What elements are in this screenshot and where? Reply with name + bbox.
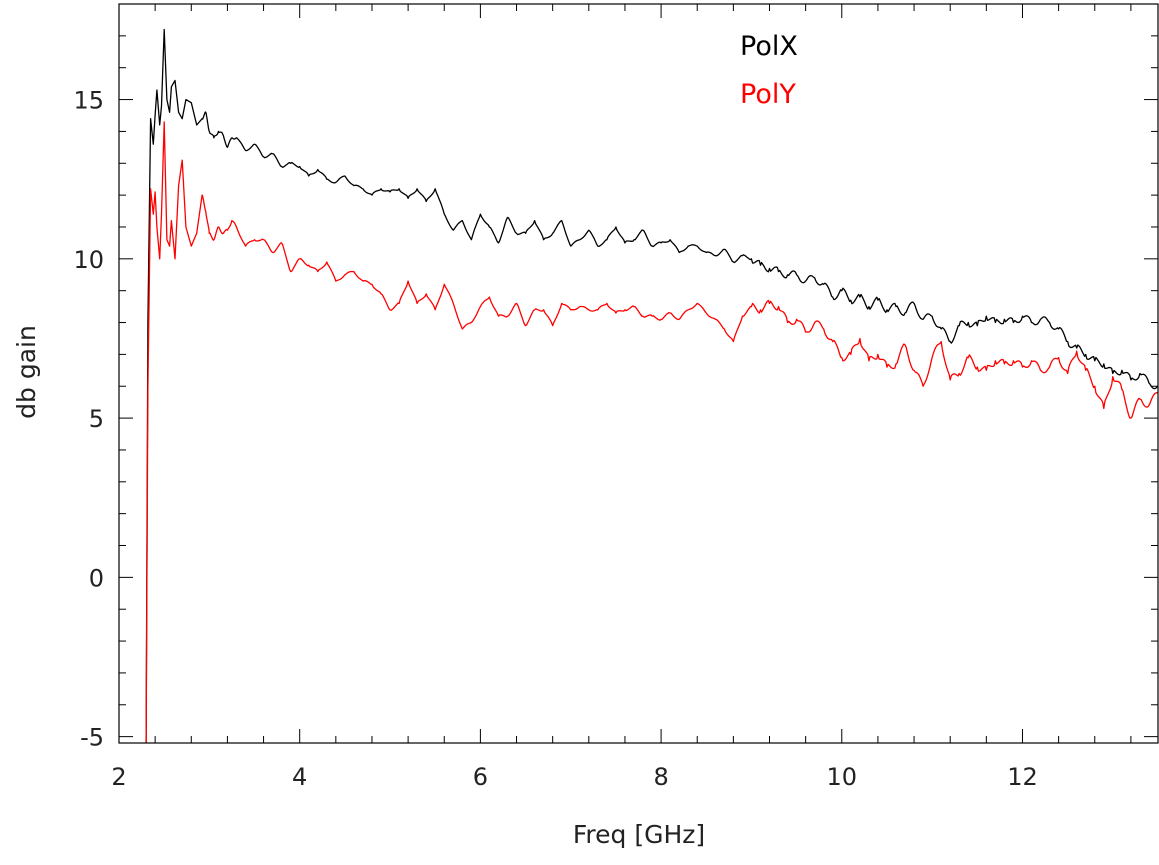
legend-entry-poly: PolY — [740, 79, 796, 110]
series-layer — [145, 28, 1159, 744]
x-tick-label: 6 — [473, 763, 488, 791]
series-line-poly — [145, 121, 1159, 744]
y-tick-label: 10 — [73, 246, 104, 274]
x-axis-title: Freq [GHz] — [573, 820, 705, 849]
tick-labels-layer: 2 4 6 8 10 12 -5 0 5 10 15 — [73, 87, 1037, 791]
y-tick-label: 0 — [89, 564, 104, 592]
legend: PolX PolY — [740, 31, 798, 110]
ticks-layer — [118, 3, 1158, 743]
y-tick-label: -5 — [80, 724, 104, 752]
x-tick-label: 12 — [1007, 763, 1038, 791]
x-tick-label: 10 — [827, 763, 858, 791]
y-tick-label: 5 — [89, 405, 104, 433]
series-line-polx — [145, 28, 1159, 744]
y-axis-title: db gain — [12, 325, 41, 419]
x-tick-label: 2 — [111, 763, 126, 791]
plot-frame — [118, 3, 1159, 744]
x-tick-label: 8 — [653, 763, 668, 791]
legend-entry-polx: PolX — [740, 31, 798, 62]
y-tick-label: 15 — [73, 87, 104, 115]
x-tick-label: 4 — [292, 763, 307, 791]
